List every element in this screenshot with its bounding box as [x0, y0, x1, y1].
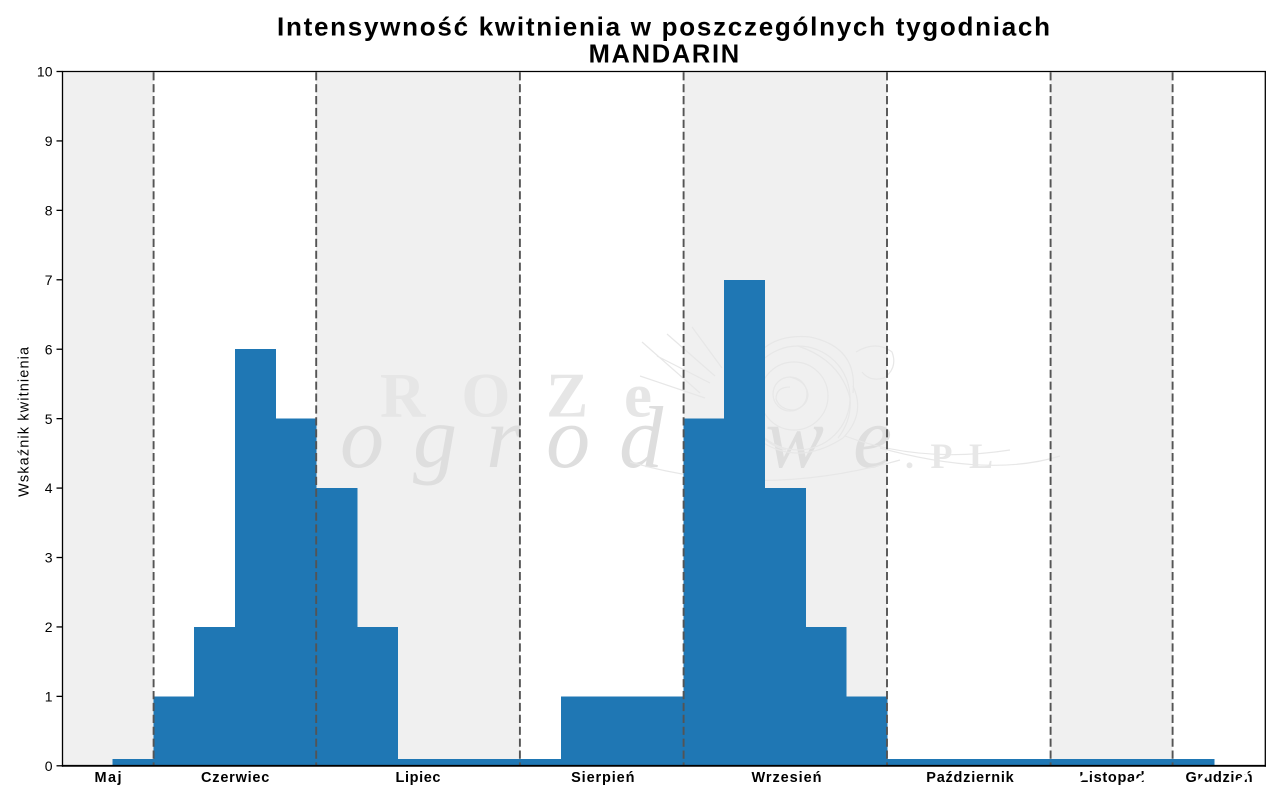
svg-text:5: 5 [45, 411, 53, 427]
svg-text:1: 1 [45, 688, 53, 704]
svg-text:Wrzesień: Wrzesień [752, 770, 822, 786]
svg-text:Wskaźnik kwitnienia: Wskaźnik kwitnienia [17, 346, 33, 497]
svg-text:2: 2 [45, 619, 53, 635]
svg-text:Sierpień: Sierpień [571, 770, 634, 786]
svg-text:MANDARIN: MANDARIN [589, 41, 740, 69]
svg-text:Intensywność kwitnienia w posz: Intensywność kwitnienia w poszczególnych… [277, 12, 1050, 42]
svg-text:9: 9 [45, 133, 53, 149]
svg-text:Październik: Październik [926, 770, 1014, 786]
svg-text:3: 3 [45, 550, 53, 566]
svg-text:7: 7 [45, 272, 53, 288]
svg-text:Czerwiec: Czerwiec [201, 770, 269, 786]
svg-text:4: 4 [45, 480, 53, 496]
svg-text:Listopad: Listopad [1079, 770, 1144, 786]
svg-text:Lipiec: Lipiec [396, 770, 441, 786]
svg-text:Maj: Maj [95, 770, 122, 786]
svg-text:8: 8 [45, 202, 53, 218]
svg-text:6: 6 [45, 341, 53, 357]
svg-text:10: 10 [37, 64, 53, 80]
svg-text:0: 0 [45, 758, 53, 774]
